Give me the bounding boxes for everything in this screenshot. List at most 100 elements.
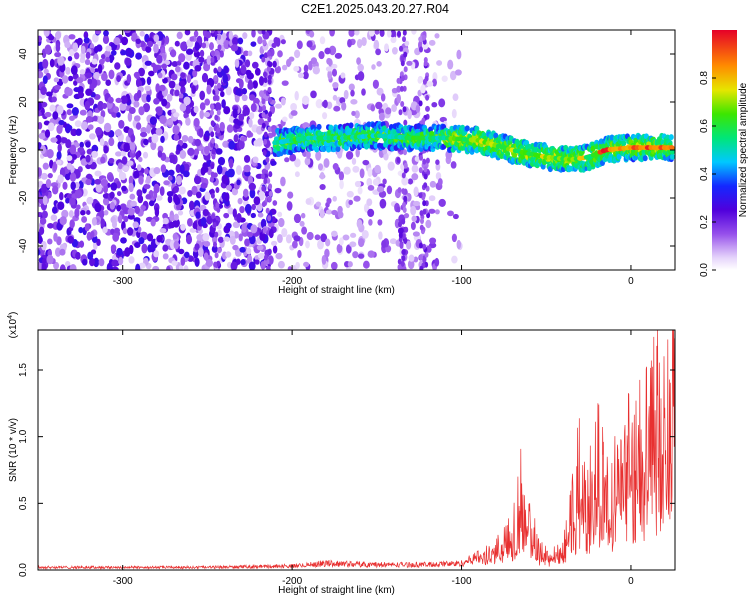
noise-speckle <box>248 118 253 128</box>
noise-speckle <box>41 258 47 264</box>
noise-speckle <box>166 118 174 126</box>
noise-streak <box>215 187 220 193</box>
noise-speckle <box>368 30 375 37</box>
y-tick-label: 1.5 <box>18 363 29 377</box>
noise-speckle <box>244 59 251 68</box>
noise-streak <box>418 242 423 249</box>
noise-speckle <box>199 109 204 120</box>
noise-speckle <box>198 247 204 258</box>
noise-speckle <box>52 161 58 172</box>
noise-streak <box>267 86 272 93</box>
noise-speckle <box>76 37 83 46</box>
noise-streak <box>398 232 403 239</box>
noise-speckle <box>235 258 241 265</box>
noise-streak <box>213 67 218 74</box>
noise-speckle <box>144 85 151 92</box>
noise-speckle <box>116 191 122 197</box>
noise-speckle <box>383 152 389 161</box>
noise-speckle <box>447 59 454 70</box>
noise-streak <box>263 259 268 266</box>
noise-streak <box>268 61 273 68</box>
noise-speckle <box>178 53 186 63</box>
noise-speckle <box>204 191 211 201</box>
noise-speckle <box>130 200 137 207</box>
noise-speckle <box>247 79 253 89</box>
noise-speckle <box>168 221 176 229</box>
noise-speckle <box>188 200 195 211</box>
ridge-cell <box>474 125 480 132</box>
noise-streak <box>216 109 221 116</box>
noise-speckle <box>45 91 53 97</box>
noise-speckle <box>199 90 206 101</box>
noise-speckle <box>140 131 148 138</box>
noise-speckle <box>178 96 184 103</box>
noise-speckle <box>271 42 277 49</box>
noise-speckle <box>350 99 358 105</box>
noise-speckle <box>183 96 191 106</box>
noise-speckle <box>387 161 395 171</box>
noise-speckle <box>437 178 443 186</box>
noise-speckle <box>84 100 91 111</box>
noise-speckle <box>228 30 234 40</box>
noise-speckle <box>153 34 160 43</box>
noise-speckle <box>94 202 102 213</box>
noise-streak <box>397 187 402 194</box>
noise-speckle <box>452 213 459 220</box>
noise-speckle <box>276 233 283 244</box>
noise-speckle <box>348 199 353 206</box>
noise-speckle <box>386 185 393 195</box>
noise-speckle <box>111 220 118 229</box>
noise-speckle <box>46 148 54 159</box>
noise-speckle <box>308 60 313 71</box>
noise-speckle <box>203 240 211 247</box>
noise-streak <box>262 227 267 234</box>
noise-streak <box>268 183 273 190</box>
noise-speckle <box>133 71 140 79</box>
noise-speckle <box>447 210 454 217</box>
noise-speckle <box>183 251 190 259</box>
noise-speckle <box>202 208 210 217</box>
noise-speckle <box>317 239 324 250</box>
noise-streak <box>422 208 427 215</box>
y-scale-close: ) <box>8 312 19 315</box>
noise-speckle <box>428 39 436 46</box>
noise-speckle <box>236 179 241 186</box>
noise-streak <box>403 167 408 174</box>
noise-speckle <box>331 209 338 216</box>
noise-speckle <box>128 175 134 186</box>
noise-speckle <box>126 160 134 166</box>
noise-speckle <box>103 30 109 37</box>
noise-speckle <box>378 231 383 240</box>
noise-speckle <box>243 154 251 163</box>
noise-speckle <box>318 51 325 60</box>
noise-speckle <box>40 172 48 180</box>
noise-speckle <box>240 136 248 142</box>
noise-speckle <box>407 178 414 185</box>
ridge-cell <box>316 123 322 130</box>
noise-streak <box>419 254 423 261</box>
noise-speckle <box>302 71 309 80</box>
noise-speckle <box>326 57 332 65</box>
noise-speckle <box>38 71 44 79</box>
noise-speckle <box>153 167 161 175</box>
noise-speckle <box>401 176 409 186</box>
noise-speckle <box>49 104 56 112</box>
noise-speckle <box>66 109 73 116</box>
noise-speckle <box>330 261 338 270</box>
noise-speckle <box>359 168 365 179</box>
noise-speckle <box>357 63 365 72</box>
noise-speckle <box>68 34 76 40</box>
noise-speckle <box>118 256 124 266</box>
noise-streak <box>215 202 220 209</box>
ridge-cell <box>616 153 622 160</box>
noise-streak <box>419 210 424 217</box>
noise-speckle <box>414 155 421 162</box>
noise-streak <box>400 55 405 62</box>
noise-speckle <box>77 91 85 99</box>
noise-speckle <box>317 163 324 171</box>
noise-streak <box>264 191 269 197</box>
noise-speckle <box>327 69 333 80</box>
noise-speckle <box>81 258 88 266</box>
noise-speckle <box>272 60 277 68</box>
noise-speckle <box>87 78 93 85</box>
